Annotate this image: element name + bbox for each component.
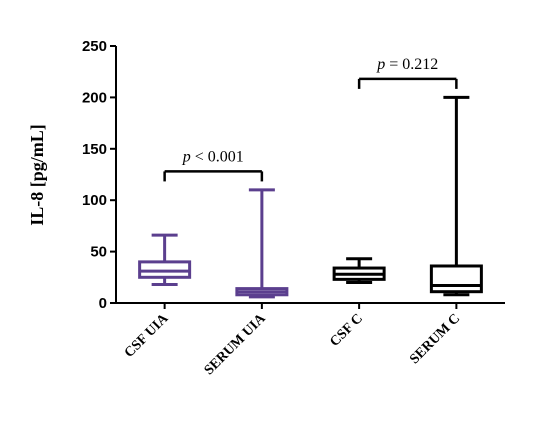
box-iqr: [138, 260, 192, 279]
box-plot: [429, 95, 483, 297]
x-category-label: CSF C: [327, 311, 366, 350]
y-axis-label: IL-8 [pg/mL]: [27, 124, 47, 226]
y-ticks: 0 50 100 150 200 250: [82, 38, 116, 312]
significance-annotations: p < 0.001 p = 0.212: [163, 56, 458, 182]
p-value-label: p < 0.001: [182, 148, 244, 165]
x-category-labels: CSF UIA SERUM UIA CSF C SERUM C: [122, 303, 463, 378]
y-tick-label: 100: [82, 192, 107, 209]
box-iqr: [429, 264, 483, 294]
y-tick-label: 250: [82, 38, 107, 55]
box-plot: [138, 233, 192, 286]
y-tick-label: 50: [90, 244, 107, 261]
y-tick-label: 200: [82, 89, 107, 106]
box-plot: [235, 188, 289, 299]
x-category-label: SERUM UIA: [202, 311, 270, 379]
x-category-label: CSF UIA: [122, 311, 172, 361]
box-plot: [332, 257, 386, 284]
p-value-label: p = 0.212: [376, 56, 438, 73]
x-category-label: SERUM C: [407, 311, 463, 367]
box-plots: [138, 95, 483, 299]
y-tick-label: 150: [82, 141, 107, 158]
y-tick-label: 0: [99, 295, 107, 312]
